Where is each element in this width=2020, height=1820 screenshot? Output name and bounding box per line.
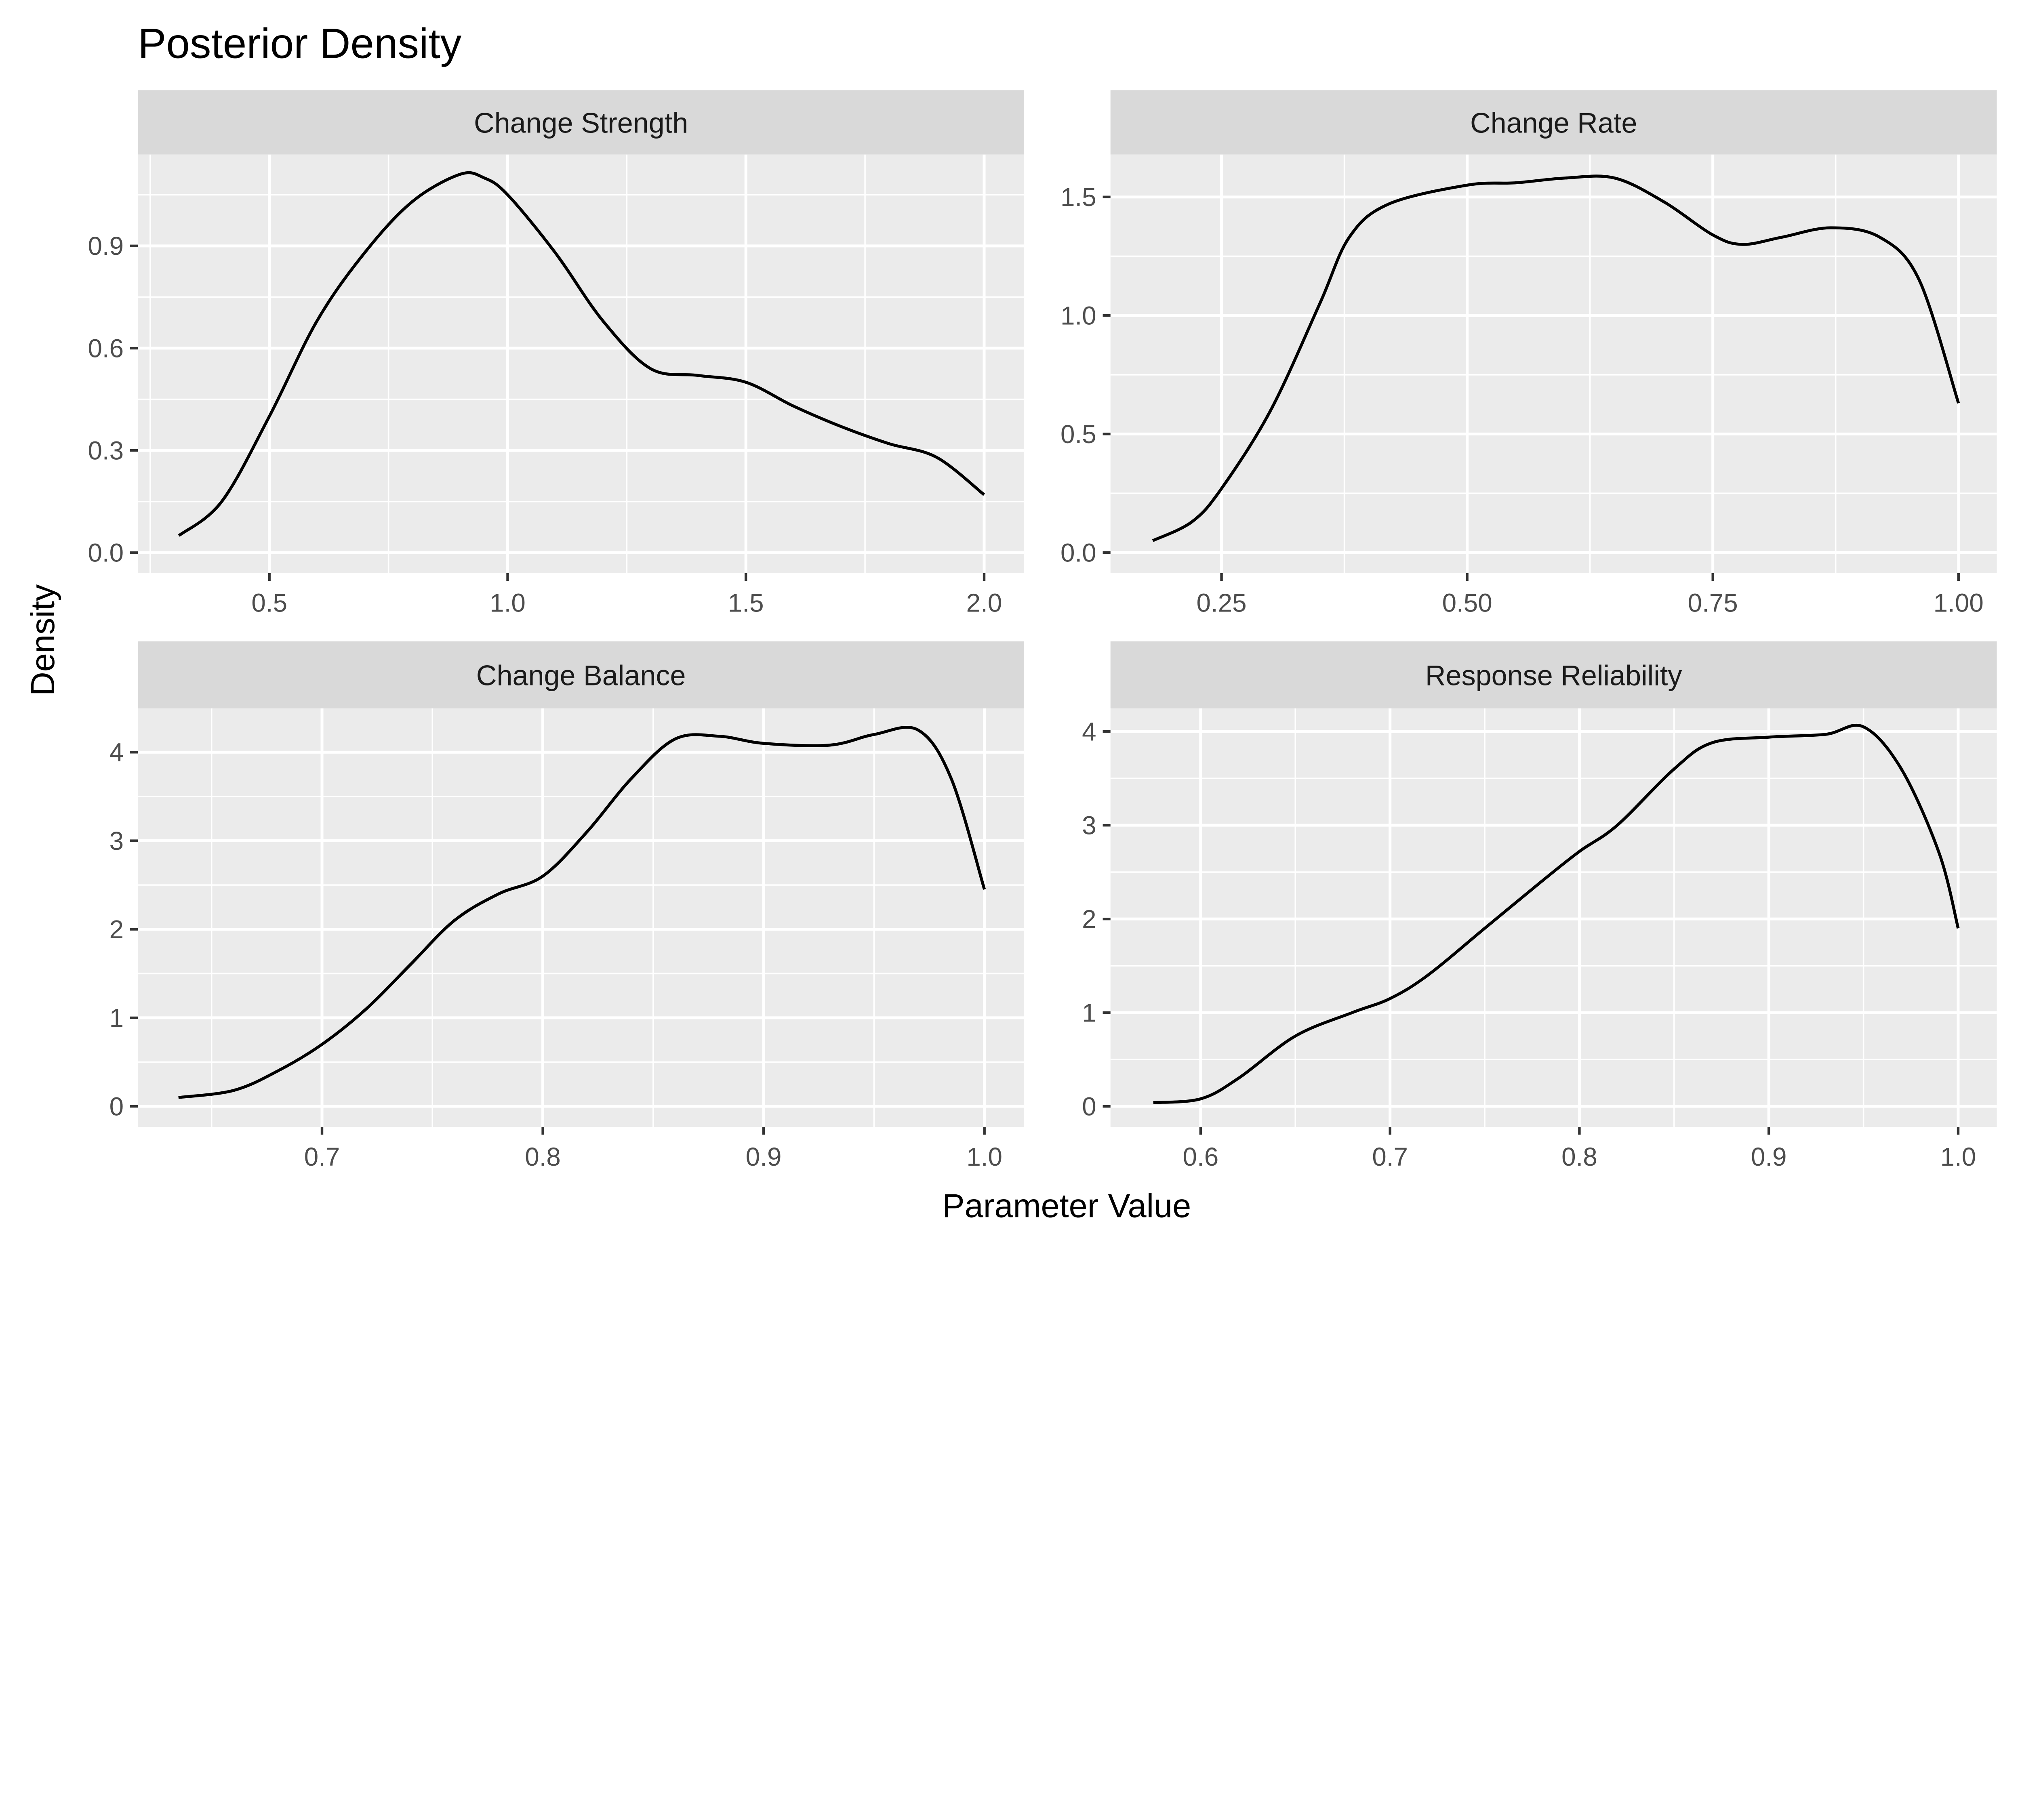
x-tick-label: 0.9 <box>1751 1142 1787 1171</box>
x-tick-label: 1.0 <box>1940 1142 1976 1171</box>
panel-background <box>138 708 1025 1127</box>
panel-background <box>138 154 1025 574</box>
y-tick-label: 2 <box>109 915 124 944</box>
x-tick-label: 0.50 <box>1442 588 1492 618</box>
x-tick-label: 1.0 <box>966 1142 1002 1171</box>
density-curve <box>178 725 986 1099</box>
density-curve <box>178 171 985 537</box>
y-tick-label: 0 <box>109 1092 124 1121</box>
facet-strip-label: Response Reliability <box>1425 659 1682 691</box>
x-tick-label: 0.8 <box>1561 1142 1597 1171</box>
y-tick-label: 0.3 <box>88 436 124 465</box>
facet-panel: Change Strength 0.5 1.0 1.5 2.0 0.0 0.3 0.6 0.9 <box>88 90 1025 618</box>
y-tick-label: 0.5 <box>1060 420 1096 449</box>
x-tick-label: 1.00 <box>1934 588 1984 618</box>
y-tick-label: 2 <box>1082 904 1096 933</box>
facet-strip <box>1110 641 1997 708</box>
facet-strip <box>138 90 1025 155</box>
x-tick-label: 0.6 <box>1183 1142 1219 1171</box>
facet-strip <box>138 641 1025 708</box>
x-tick-label: 1.5 <box>728 588 764 618</box>
y-tick-label: 1 <box>109 1003 124 1032</box>
y-tick-label: 3 <box>1082 811 1096 840</box>
y-tick-label: 0.6 <box>88 334 124 363</box>
facet-panel: Change Rate 0.25 0.50 0.75 1.00 0.0 0.5 1.0 1.5 <box>1060 90 1997 618</box>
facet-panel: Change Balance 0.7 0.8 0.9 1.0 0 1 2 3 4 <box>109 641 1025 1171</box>
panel-background <box>1110 154 1997 574</box>
facet-strip-label: Change Strength <box>474 107 688 139</box>
y-tick-label: 0.0 <box>88 538 124 567</box>
y-tick-label: 4 <box>109 738 124 767</box>
y-tick-label: 4 <box>1082 717 1096 746</box>
facet-strip-label: Change Rate <box>1470 107 1637 139</box>
facet-strip-label: Change Balance <box>476 659 686 691</box>
y-tick-label: 0 <box>1082 1092 1096 1121</box>
x-tick-label: 0.8 <box>525 1142 561 1171</box>
posterior-density-chart: Posterior Density Density Parameter Valu… <box>24 20 1997 1224</box>
facet-panel: Response Reliability 0.6 0.7 0.8 0.9 1.0 0 1 2 3 4 <box>1082 641 1997 1171</box>
y-tick-label: 0.9 <box>88 231 124 261</box>
x-tick-label: 2.0 <box>966 588 1002 618</box>
x-tick-label: 0.5 <box>251 588 287 618</box>
x-axis-label: Parameter Value <box>942 1187 1191 1224</box>
facet-strip <box>1110 90 1997 155</box>
y-axis-label: Density <box>24 584 61 696</box>
x-tick-label: 0.25 <box>1197 588 1247 618</box>
x-tick-label: 1.0 <box>490 588 526 618</box>
x-tick-label: 0.9 <box>746 1142 782 1171</box>
y-tick-label: 0.0 <box>1060 538 1096 567</box>
x-tick-label: 0.7 <box>1372 1142 1408 1171</box>
chart-title: Posterior Density <box>138 20 462 67</box>
y-tick-label: 1 <box>1082 998 1096 1027</box>
density-curve <box>1152 174 1960 542</box>
x-tick-label: 0.75 <box>1688 588 1738 618</box>
y-tick-label: 3 <box>109 826 124 855</box>
y-tick-label: 1.0 <box>1060 301 1096 330</box>
y-tick-label: 1.5 <box>1060 183 1096 212</box>
x-tick-label: 0.7 <box>304 1142 340 1171</box>
density-curve <box>1153 723 1960 1104</box>
